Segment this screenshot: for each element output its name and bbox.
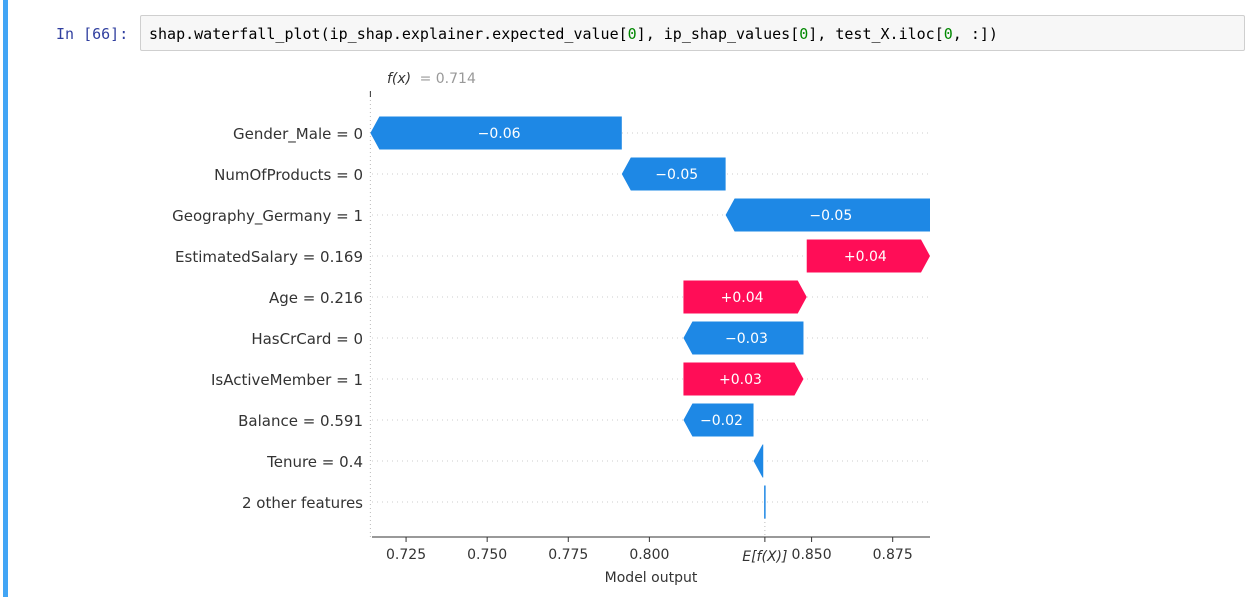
x-axis: 0.725 0.750 0.775 0.800 0.850 0.875 E[f(X)]: [372, 536, 930, 565]
bar-value-label: −0.02: [700, 413, 743, 429]
feature-label: Gender_Male = 0: [233, 125, 363, 144]
cell-prompt: In [66]:: [56, 25, 129, 43]
expected-value-label: E[f(X)]: [742, 549, 787, 565]
code-cell-input[interactable]: shap.waterfall_plot(ip_shap.explainer.ex…: [140, 15, 1245, 51]
bars: −0.06 −0.05 −0.05 +0.04 +0.04 −0.03 +0.03 −0.02: [370, 116, 930, 519]
code-part-4: , :]): [952, 25, 998, 43]
bar-value-label: +0.03: [719, 372, 762, 388]
code-number-1: 0: [627, 25, 637, 43]
x-tick-label: 0.800: [629, 547, 669, 563]
bar-8: [753, 444, 764, 478]
feature-label: Balance = 0.591: [238, 412, 363, 430]
feature-label: EstimatedSalary = 0.169: [175, 248, 363, 266]
code-part-1: shap.waterfall_plot(ip_shap.explainer.ex…: [149, 25, 628, 43]
bar-5: [683, 321, 804, 355]
bar-2: [725, 198, 930, 232]
bar-4: [683, 280, 807, 314]
feature-label: NumOfProducts = 0: [214, 166, 363, 184]
bar-1: [621, 157, 726, 191]
x-tick-label: 0.850: [792, 547, 832, 563]
feature-label: Geography_Germany = 1: [172, 207, 363, 226]
bar-value-label: −0.03: [725, 331, 768, 347]
feature-label: 2 other features: [242, 494, 363, 512]
code-number-3: 0: [943, 25, 953, 43]
bar-6: [683, 362, 804, 396]
bar-value-label: +0.04: [721, 290, 764, 306]
bar-value-label: −0.05: [655, 167, 698, 183]
bar-value-label: −0.05: [809, 208, 852, 224]
code-number-2: 0: [799, 25, 809, 43]
feature-label: Tenure = 0.4: [266, 453, 363, 471]
x-tick-label: 0.875: [873, 547, 913, 563]
code-part-2: ], ip_shap_values[: [636, 25, 800, 43]
bar-value-label: −0.06: [478, 126, 521, 142]
feature-label: HasCrCard = 0: [251, 330, 363, 348]
x-axis-label: Model output: [605, 570, 698, 586]
cell-selection-bar: [3, 0, 8, 597]
feature-label: IsActiveMember = 1: [211, 371, 363, 389]
code-part-3: ], test_X.iloc[: [808, 25, 944, 43]
fx-annotation: f(x) = 0.714: [387, 71, 476, 87]
feature-labels: Gender_Male = 0 NumOfProducts = 0 Geograph…: [172, 125, 363, 512]
bar-7: [683, 403, 754, 437]
x-tick-label: 0.725: [386, 547, 426, 563]
code-text: shap.waterfall_plot(ip_shap.explainer.ex…: [149, 24, 998, 44]
feature-label: Age = 0.216: [269, 289, 363, 307]
x-tick-label: 0.750: [467, 547, 507, 563]
fx-value: = 0.714: [420, 71, 476, 87]
x-tick-label: 0.775: [548, 547, 588, 563]
bar-value-label: +0.04: [844, 249, 887, 265]
fx-label: f(x): [387, 71, 411, 87]
bar-3: [806, 239, 930, 273]
bar-0: [370, 116, 622, 150]
